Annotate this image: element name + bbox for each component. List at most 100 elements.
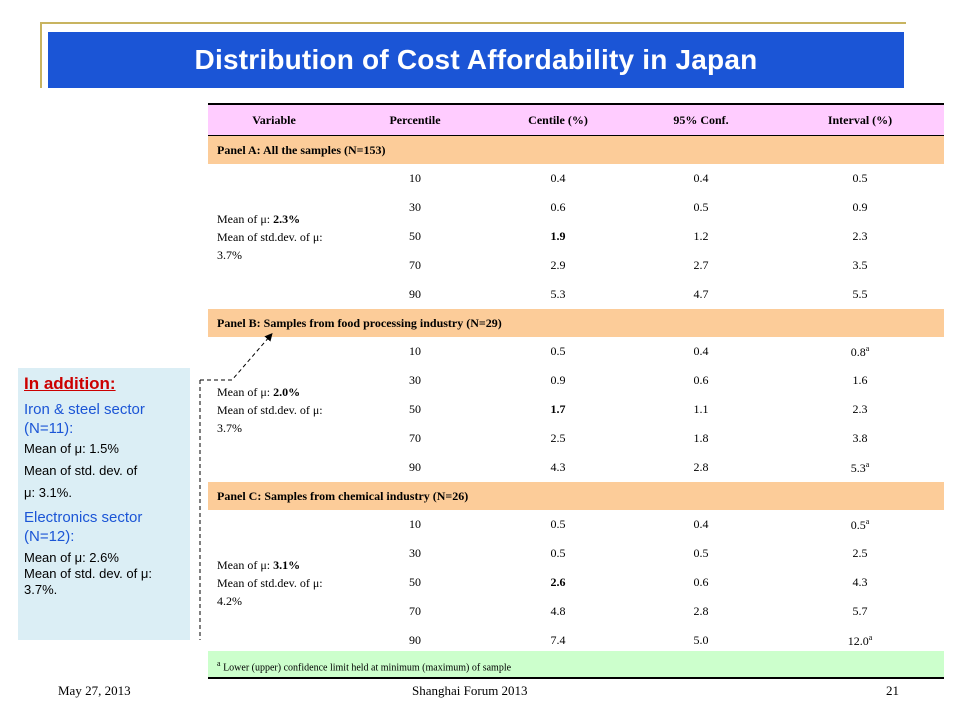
interval-upper-cell: 2.3 bbox=[776, 395, 944, 424]
mean-prefix: Mean of μ: bbox=[217, 384, 274, 399]
iron-steel-sector-label: Iron & steel sector (N=11): bbox=[24, 401, 145, 437]
std-line: Mean of std.dev. of μ: 3.7% bbox=[217, 402, 323, 435]
conf-lower-cell: 0.4 bbox=[693, 517, 709, 531]
frame-top-line bbox=[40, 22, 906, 24]
centile-cell: 2.9 bbox=[550, 258, 566, 272]
interval-upper-cell: 5.3a bbox=[776, 453, 944, 482]
variable-cell: Mean of μ: 2.0% Mean of std.dev. of μ: 3.… bbox=[208, 337, 340, 482]
page-number: 21 bbox=[886, 683, 899, 698]
variable-cell: Mean of μ: 3.1% Mean of std.dev. of μ: 4.… bbox=[208, 510, 340, 655]
percentile-cell: 70 bbox=[409, 604, 421, 618]
frame-left-line bbox=[40, 22, 42, 88]
table-row: 50 2.6 0.6 4.3 bbox=[208, 568, 944, 597]
interval-value: 0.9 bbox=[852, 200, 868, 214]
interval-value: 5.7 bbox=[852, 604, 868, 618]
centile-cell: 2.6 bbox=[550, 575, 566, 589]
conf-lower-cell: 1.1 bbox=[693, 402, 709, 416]
interval-value: 0.5 bbox=[850, 517, 866, 532]
interval-upper-cell: 2.5 bbox=[776, 539, 944, 568]
interval-value: 2.5 bbox=[852, 546, 868, 560]
conf-lower-cell: 0.5 bbox=[693, 546, 709, 560]
centile-cell: 0.6 bbox=[550, 200, 566, 214]
percentile-cell: 30 bbox=[409, 546, 421, 560]
sidebox-title: In addition: bbox=[24, 374, 116, 393]
mean-prefix: Mean of μ: bbox=[217, 557, 274, 572]
interval-upper-cell: 12.0a bbox=[776, 626, 944, 655]
mean-line: Mean of μ: 3.1% bbox=[217, 556, 340, 574]
interval-value: 5.5 bbox=[852, 287, 868, 301]
panel-label: Panel C: Samples from chemical industry … bbox=[208, 482, 944, 510]
table-footnote: a Lower (upper) confidence limit held at… bbox=[208, 651, 944, 677]
interval-footnote-marker: a bbox=[865, 459, 870, 469]
conf-lower-cell: 2.8 bbox=[693, 604, 709, 618]
conf-lower-cell: 2.8 bbox=[693, 460, 709, 474]
percentile-cell: 50 bbox=[409, 402, 421, 416]
percentile-cell: 10 bbox=[409, 517, 421, 531]
table-row: 90 7.4 5.0 12.0a bbox=[208, 626, 944, 655]
conf-lower-cell: 0.6 bbox=[693, 575, 709, 589]
footer-event: Shanghai Forum 2013 bbox=[412, 683, 528, 698]
table-row: 50 1.7 1.1 2.3 bbox=[208, 395, 944, 424]
std-line: Mean of std.dev. of μ: 3.7% bbox=[217, 229, 323, 262]
table-row: 90 5.3 4.7 5.5 bbox=[208, 280, 944, 309]
centile-cell: 4.3 bbox=[550, 460, 566, 474]
conf-lower-cell: 0.4 bbox=[693, 171, 709, 185]
electronics-std: Mean of std. dev. of μ: 3.7%. bbox=[24, 566, 152, 597]
footnote-marker: a bbox=[217, 659, 221, 668]
footer-date: May 27, 2013 bbox=[58, 683, 131, 698]
table-row: 70 2.9 2.7 3.5 bbox=[208, 251, 944, 280]
header-interval: Interval (%) bbox=[776, 103, 944, 136]
centile-cell: 0.5 bbox=[550, 344, 566, 358]
iron-steel-mean: Mean of μ: 1.5% bbox=[24, 441, 119, 456]
interval-upper-cell: 2.3 bbox=[776, 222, 944, 251]
mean-line: Mean of μ: 2.0% bbox=[217, 383, 340, 401]
centile-cell: 0.4 bbox=[550, 171, 566, 185]
centile-cell: 0.5 bbox=[550, 517, 566, 531]
centile-cell: 0.9 bbox=[550, 373, 566, 387]
centile-cell: 1.7 bbox=[550, 402, 566, 416]
percentile-cell: 30 bbox=[409, 373, 421, 387]
interval-upper-cell: 5.5 bbox=[776, 280, 944, 309]
interval-footnote-marker: a bbox=[865, 516, 870, 526]
header-percentile: Percentile bbox=[340, 103, 490, 136]
panel-row: Panel B: Samples from food processing in… bbox=[208, 309, 944, 337]
table-body: Variable Percentile Centile (%) 95% Conf… bbox=[208, 103, 944, 655]
percentile-cell: 50 bbox=[409, 575, 421, 589]
interval-upper-cell: 0.5a bbox=[776, 510, 944, 539]
electronics-sector-label: Electronics sector (N=12): bbox=[24, 509, 143, 545]
table-row: Mean of μ: 3.1% Mean of std.dev. of μ: 4.… bbox=[208, 510, 944, 608]
header-centile: Centile (%) bbox=[490, 103, 626, 136]
interval-upper-cell: 4.3 bbox=[776, 568, 944, 597]
panel-row: Panel C: Samples from chemical industry … bbox=[208, 482, 944, 510]
mean-prefix: Mean of μ: bbox=[217, 211, 274, 226]
conf-lower-cell: 4.7 bbox=[693, 287, 709, 301]
interval-value: 0.5 bbox=[852, 171, 868, 185]
percentile-cell: 10 bbox=[409, 344, 421, 358]
conf-lower-cell: 0.6 bbox=[693, 373, 709, 387]
interval-footnote-marker: a bbox=[865, 343, 870, 353]
percentile-cell: 90 bbox=[409, 460, 421, 474]
affordability-table: Variable Percentile Centile (%) 95% Conf… bbox=[208, 103, 944, 655]
interval-value: 3.5 bbox=[852, 258, 868, 272]
interval-upper-cell: 0.8a bbox=[776, 337, 944, 366]
std-line: Mean of std.dev. of μ: 4.2% bbox=[217, 575, 323, 608]
percentile-cell: 70 bbox=[409, 258, 421, 272]
table-row: 90 4.3 2.8 5.3a bbox=[208, 453, 944, 482]
interval-value: 2.3 bbox=[852, 402, 868, 416]
header-conf: 95% Conf. bbox=[626, 103, 776, 136]
percentile-cell: 90 bbox=[409, 633, 421, 647]
interval-value: 2.3 bbox=[852, 229, 868, 243]
table-row: 70 2.5 1.8 3.8 bbox=[208, 424, 944, 453]
footnote-rule bbox=[208, 677, 944, 679]
table-row: 50 1.9 1.2 2.3 bbox=[208, 222, 944, 251]
iron-steel-std-line1: Mean of std. dev. of bbox=[24, 463, 138, 478]
panel-label: Panel B: Samples from food processing in… bbox=[208, 309, 944, 337]
interval-upper-cell: 5.7 bbox=[776, 597, 944, 626]
in-addition-box: In addition: Iron & steel sector (N=11):… bbox=[18, 368, 190, 640]
conf-lower-cell: 0.5 bbox=[693, 200, 709, 214]
table-row: Mean of μ: 2.0% Mean of std.dev. of μ: 3.… bbox=[208, 337, 944, 435]
conf-lower-cell: 5.0 bbox=[693, 633, 709, 647]
interval-upper-cell: 0.5 bbox=[776, 164, 944, 193]
percentile-cell: 10 bbox=[409, 171, 421, 185]
centile-cell: 2.5 bbox=[550, 431, 566, 445]
